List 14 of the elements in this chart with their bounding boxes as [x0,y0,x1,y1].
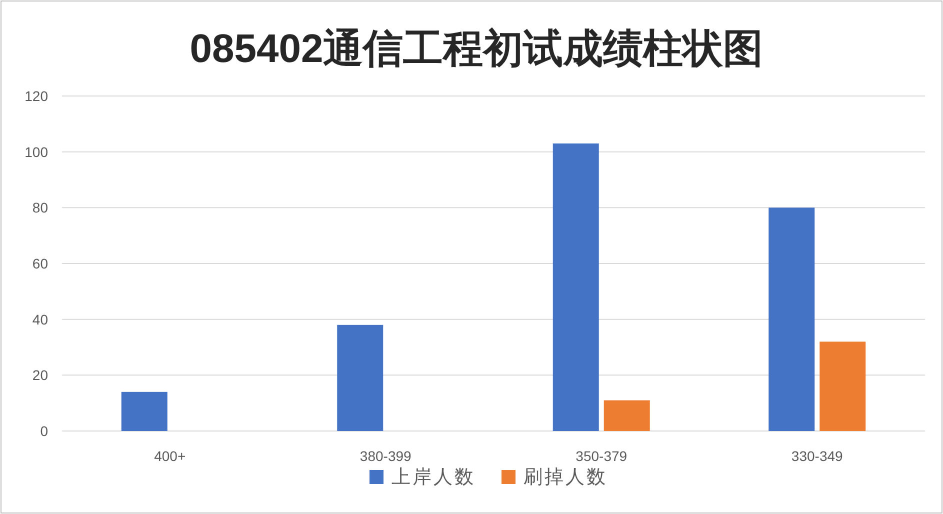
x-tick-label: 330-349 [791,448,844,464]
y-tick-label: 80 [32,200,48,216]
y-tick-label: 120 [24,88,48,104]
y-tick-label: 40 [32,311,48,328]
y-tick-label: 0 [40,423,48,439]
x-tick-label: 400+ [154,448,186,464]
legend-label: 上岸人数 [392,467,476,488]
y-tick-label: 60 [32,256,48,272]
title: 085402通信工程初试成绩柱状图 [190,27,764,71]
x-tick-label: 380-399 [360,448,412,464]
y-tick-label: 20 [32,367,48,384]
x-tick-label: 350-379 [576,448,628,464]
legend-label: 刷掉人数 [524,467,608,488]
y-tick-label: 100 [24,144,48,160]
